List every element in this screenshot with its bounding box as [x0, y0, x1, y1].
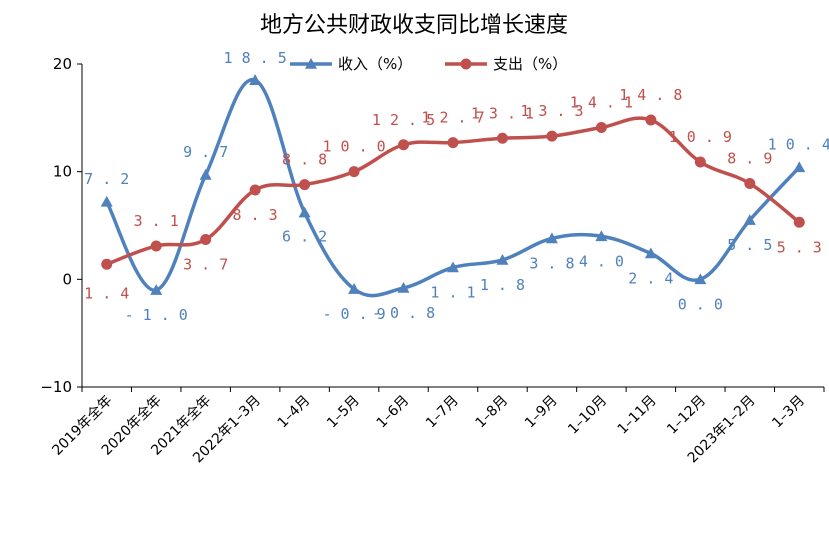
x-tick-label: 1–7月 [423, 393, 462, 432]
income-data-label: 1 8 . 5 [224, 49, 287, 67]
y-tick-label: −10 [40, 378, 72, 396]
expenditure-data-label: 8 . 3 [233, 206, 278, 224]
expenditure-data-label: 3 . 7 [183, 255, 228, 273]
expenditure-point [645, 114, 657, 126]
y-tick-label: 10 [53, 163, 72, 181]
income-data-label: 3 . 8 [529, 254, 574, 272]
income-point [743, 214, 756, 225]
data-labels: 7 . 2 - 1 . 0 9 . 7 1 8 . 5 6 . 2 - 0 . 9- 0 … [84, 49, 829, 324]
expenditure-data-label: 1 0 . 0 [322, 138, 385, 156]
y-tick-label: 20 [53, 55, 72, 73]
expenditure-data-label: 1 4 . 1 [570, 94, 633, 112]
expenditure-point [200, 233, 212, 245]
expenditure-data-label: 1 0 . 9 [669, 128, 732, 146]
income-point [447, 261, 459, 273]
x-tick-label: 1–8月 [473, 393, 512, 432]
income-point [298, 206, 311, 218]
expenditure-data-label: 8 . 9 [727, 150, 772, 168]
expenditure-point [447, 137, 459, 149]
expenditure-point [150, 240, 162, 252]
income-data-label: 5 . 5 [727, 236, 772, 254]
expenditure-point [595, 122, 607, 134]
legend-circle-marker [460, 58, 472, 70]
expenditure-point [398, 139, 410, 151]
income-point [644, 247, 657, 259]
expenditure-point [546, 130, 558, 142]
income-point [348, 283, 361, 294]
income-data-label: 2 . 4 [628, 269, 673, 287]
income-point [249, 74, 262, 85]
income-point [397, 281, 410, 293]
income-data-label: - 0 . 9 [322, 305, 385, 323]
chart-title: 地方公共财政收支同比增长速度 [260, 13, 568, 38]
income-data-label: - 0 . 8 [372, 304, 435, 322]
x-tick-label: 1–9月 [522, 393, 561, 432]
expenditure-point [793, 216, 805, 228]
income-point [545, 232, 558, 244]
income-point [199, 168, 212, 180]
expenditure-data-label: 3 . 1 [134, 212, 179, 230]
x-tick-label: 1–11月 [615, 393, 660, 438]
income-data-label: - 1 . 0 [125, 306, 188, 324]
series-markers [100, 74, 806, 295]
expenditure-point [249, 184, 261, 196]
income-point [694, 273, 707, 285]
expenditure-point [744, 178, 756, 190]
legend: 收入（%） 支出（%） [290, 55, 567, 73]
y-tick-label: 0 [62, 270, 72, 288]
expenditure-data-label: 5 . 3 [777, 238, 822, 256]
expenditure-data-label: 1 3 . 3 [520, 102, 583, 120]
legend-label: 支出（%） [493, 55, 567, 73]
expenditure-data-label: 1 . 4 [84, 284, 129, 302]
legend-label: 收入（%） [338, 55, 412, 73]
expenditure-data-label: 1 3 . 1 [471, 104, 534, 122]
income-point [100, 195, 113, 207]
income-data-label: 9 . 7 [183, 143, 228, 161]
expenditure-data-label: 8 . 8 [282, 151, 327, 169]
income-data-label: 1 . 1 [430, 283, 475, 301]
x-tick-label: 1–12月 [664, 393, 709, 438]
x-tick-label: 1–4月 [275, 393, 314, 432]
expenditure-point [694, 156, 706, 168]
expenditure-data-label: 1 2 . 7 [421, 109, 484, 127]
expenditure-point [101, 258, 113, 270]
expenditure-data-label: 1 2 . 5 [372, 111, 435, 129]
expenditure-point [348, 166, 360, 178]
x-tick-label: 1–3月 [769, 393, 808, 432]
income-point [496, 253, 509, 265]
x-tick-label: 1–10月 [565, 393, 610, 438]
expenditure-point [496, 132, 508, 144]
income-data-label: 0 . 0 [678, 295, 723, 313]
x-tick-label: 1–6月 [374, 393, 413, 432]
expenditure-data-label: 1 4 . 8 [619, 86, 682, 104]
income-data-label: 1 0 . 4 [768, 135, 829, 153]
legend-triangle-marker [305, 58, 317, 69]
income-data-label: 1 . 8 [480, 276, 525, 294]
expenditure-point [299, 179, 311, 191]
x-tick-label: 1–5月 [324, 393, 363, 432]
income-point [150, 284, 163, 295]
income-data-label: 7 . 2 [84, 170, 129, 188]
income-point [793, 161, 806, 173]
income-data-label: 6 . 2 [282, 228, 327, 246]
income-data-label: 4 . 0 [579, 252, 624, 270]
income-point [595, 230, 608, 242]
